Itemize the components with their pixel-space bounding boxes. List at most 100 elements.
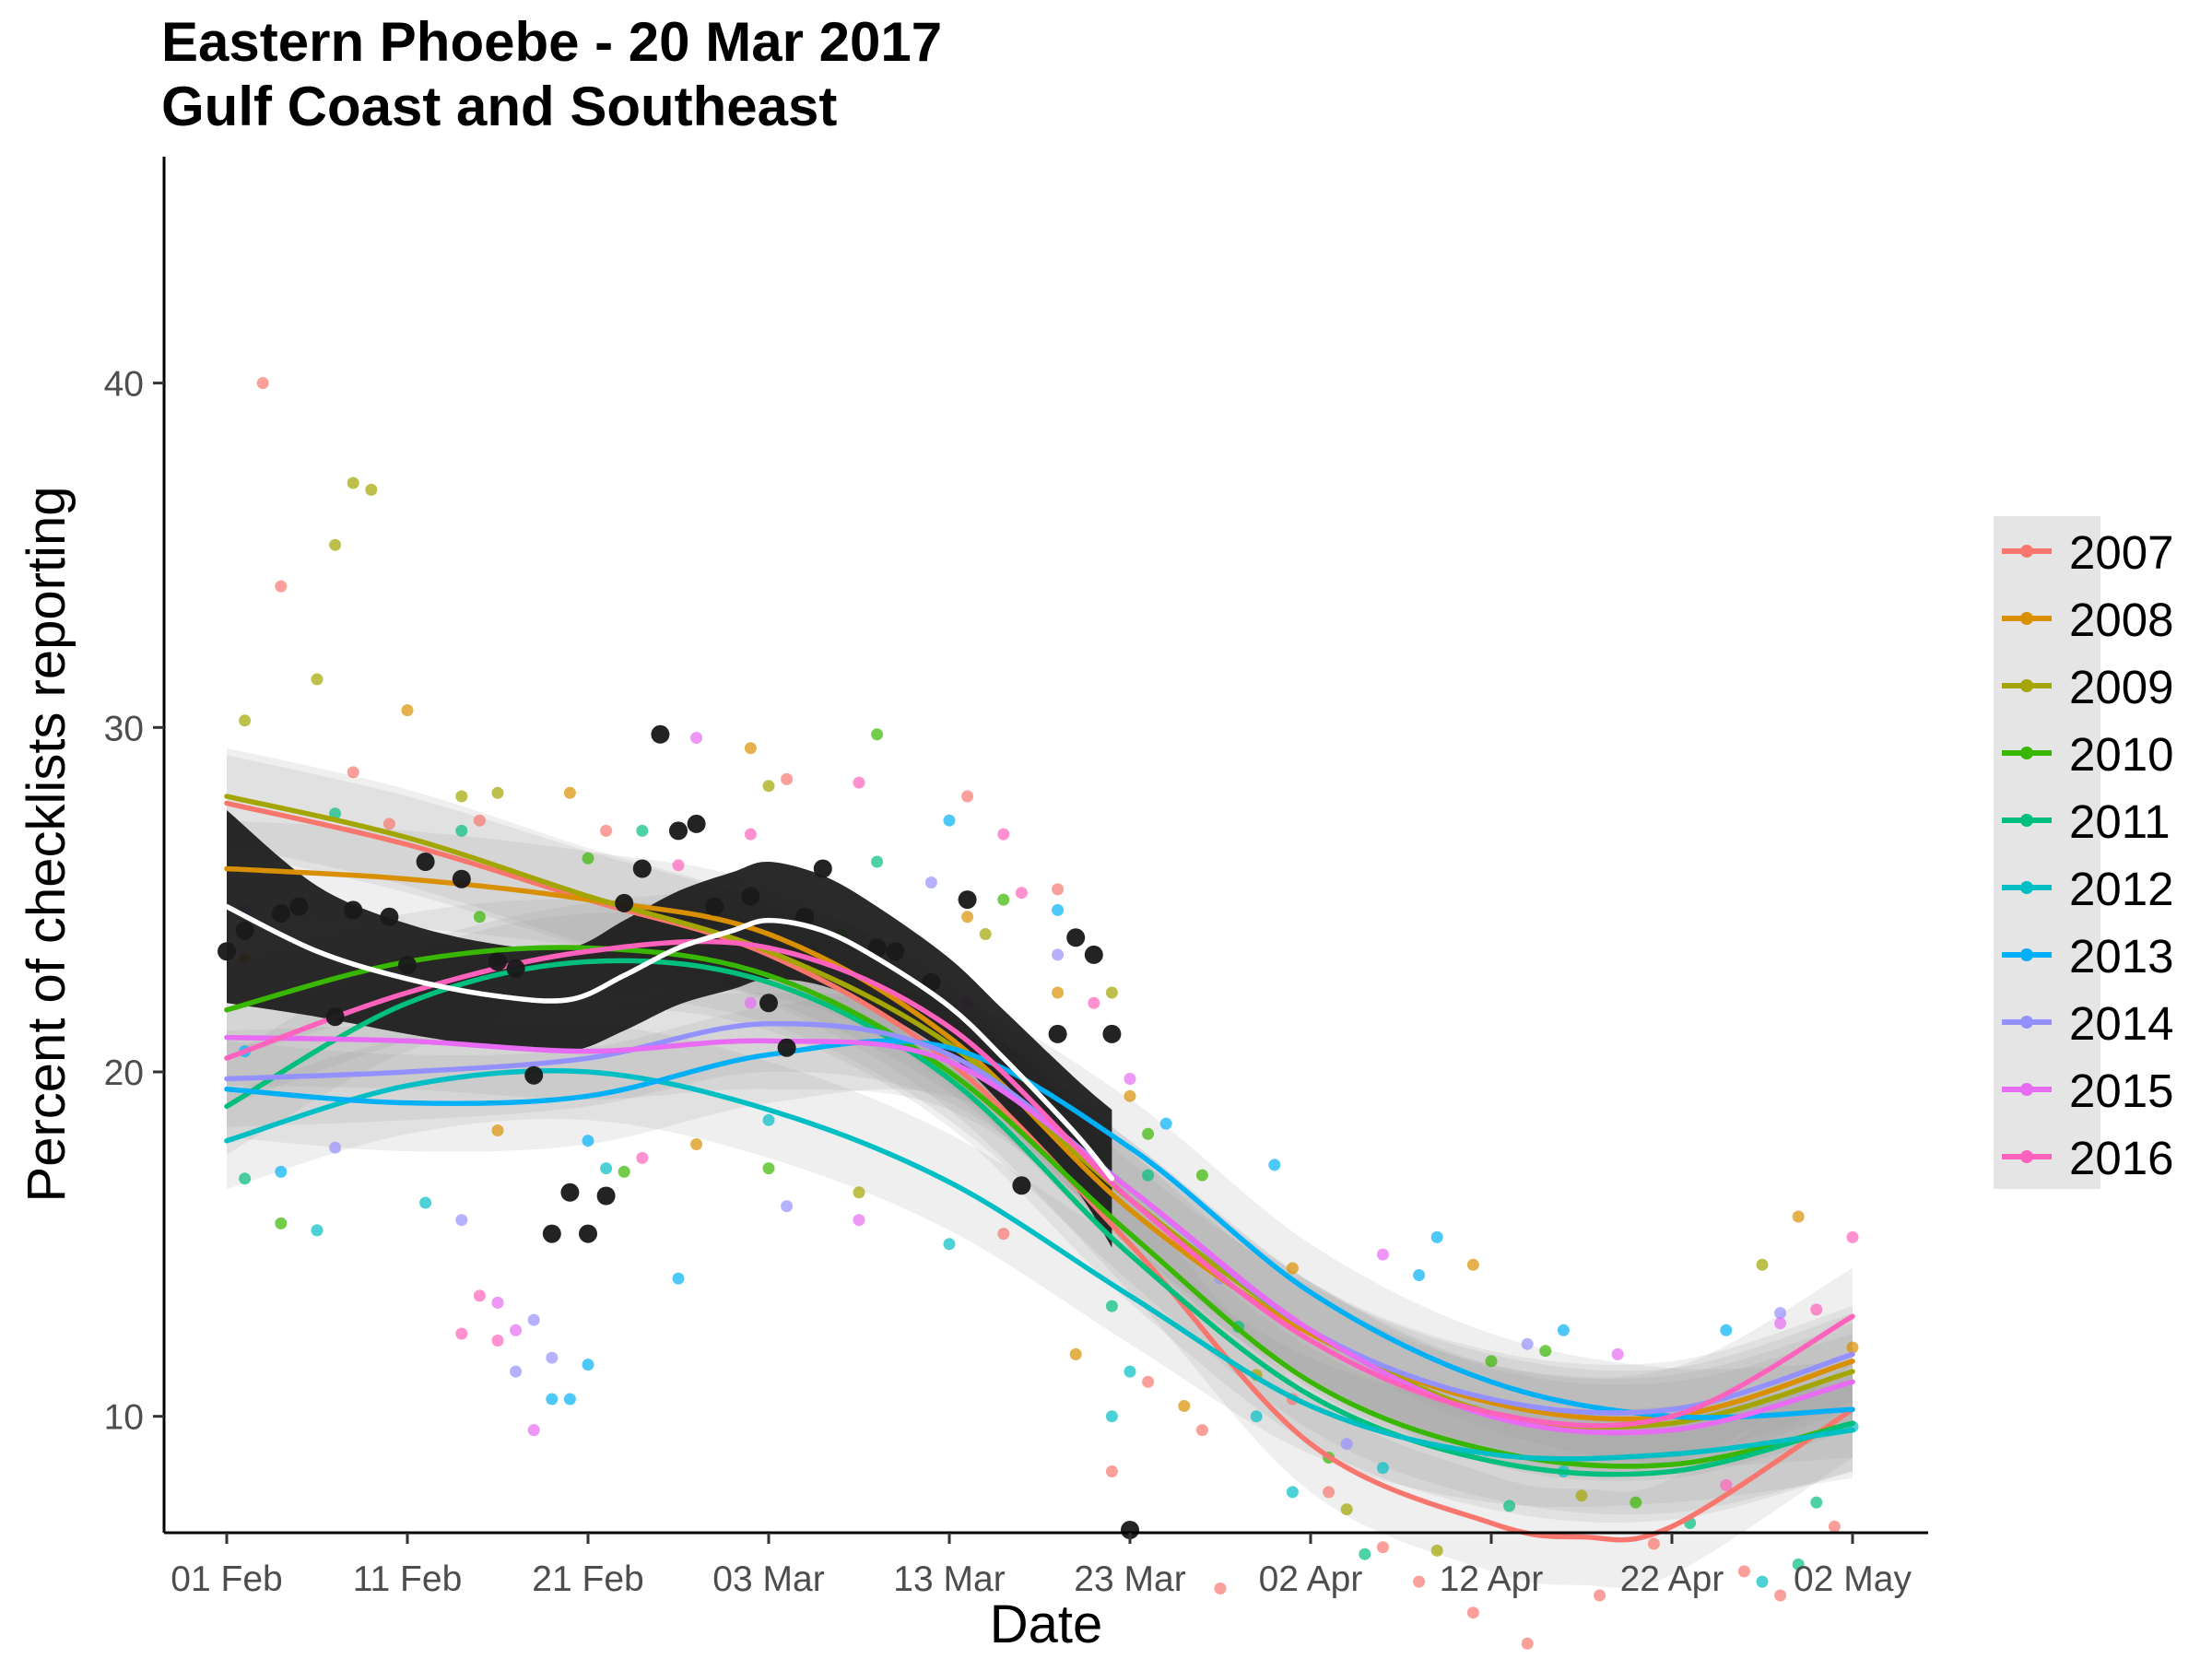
current-year-point	[560, 1182, 580, 1202]
point-2011	[871, 855, 884, 868]
point-2009	[329, 538, 342, 551]
point-2009	[979, 928, 992, 940]
point-2009	[347, 477, 359, 489]
point-2012	[1250, 1410, 1263, 1423]
point-2009	[1430, 1544, 1443, 1557]
smooth-line-2013	[224, 1038, 1855, 1420]
legend-dot-2015	[2020, 1083, 2033, 1096]
legend-label-2010: 2010	[2069, 728, 2173, 781]
point-2008	[1124, 1089, 1136, 1102]
legend-label-2014: 2014	[2069, 997, 2173, 1050]
point-2008	[491, 1124, 504, 1136]
point-2015	[744, 996, 757, 1009]
point-2011	[1503, 1500, 1516, 1512]
point-2014	[455, 1214, 468, 1227]
point-2013	[672, 1272, 685, 1285]
current-year-point	[1048, 1024, 1067, 1043]
point-2015	[1774, 1317, 1787, 1330]
point-2015	[491, 1296, 504, 1309]
point-2011	[1105, 1300, 1118, 1312]
legend-dot-2007	[2020, 545, 2033, 558]
point-2007	[1594, 1589, 1606, 1602]
point-2016	[473, 1289, 486, 1302]
point-2009	[365, 483, 378, 496]
point-2016	[455, 1327, 468, 1340]
current-year-confidence-band	[227, 810, 1112, 1248]
current-year-point	[344, 900, 363, 920]
x-tick-label: 02 May	[1794, 1559, 1912, 1599]
current-year-point	[886, 942, 905, 961]
x-tick-label: 11 Feb	[353, 1559, 463, 1599]
point-2007	[1214, 1583, 1227, 1594]
current-year-point	[958, 890, 977, 910]
legend-label-2009: 2009	[2069, 661, 2173, 713]
point-2009	[239, 714, 252, 727]
current-year-point	[687, 814, 706, 833]
point-2012	[1124, 1365, 1136, 1378]
point-2009	[455, 790, 468, 803]
x-axis-ticks: 01 Feb 11 Feb 21 Feb 03 Mar 13 Mar 23 Mar 02 A…	[171, 1533, 1912, 1599]
point-2008	[1052, 986, 1065, 999]
current-year-point	[271, 904, 290, 924]
current-year-point	[669, 821, 688, 841]
point-2008	[1286, 1262, 1299, 1275]
point-2010	[871, 728, 884, 741]
legend-label-2016: 2016	[2069, 1132, 2173, 1184]
point-2007	[961, 790, 974, 803]
point-2013	[275, 1165, 288, 1178]
point-2016	[997, 828, 1010, 841]
point-2010	[1142, 1127, 1155, 1140]
point-2007	[1774, 1589, 1787, 1602]
y-tick-label: 10	[104, 1398, 144, 1438]
point-2008	[1178, 1400, 1191, 1412]
point-2007	[600, 824, 613, 837]
point-2012	[943, 1238, 956, 1251]
x-tick-label: 12 Apr	[1440, 1559, 1544, 1599]
point-2009	[762, 780, 775, 793]
point-2012	[762, 1113, 775, 1126]
current-year-point	[1012, 1176, 1031, 1195]
point-2007	[1521, 1637, 1534, 1650]
legend-dot-2009	[2020, 679, 2033, 692]
y-tick-label: 20	[104, 1053, 144, 1093]
current-year-point	[777, 1038, 796, 1057]
point-2011	[455, 824, 468, 837]
current-year-point	[632, 859, 652, 878]
x-tick-label: 01 Feb	[171, 1559, 282, 1599]
smooth-line-2012	[224, 1067, 1855, 1462]
point-2015	[527, 1424, 540, 1437]
current-year-smooth-line	[224, 903, 1115, 1182]
current-year-point	[452, 869, 471, 888]
point-2013	[1413, 1269, 1426, 1281]
point-2007	[1376, 1541, 1389, 1554]
point-2016	[744, 828, 757, 841]
point-2012	[1756, 1575, 1769, 1588]
current-year-point	[741, 887, 760, 906]
point-2012	[419, 1196, 432, 1209]
legend-label-2007: 2007	[2069, 526, 2173, 579]
point-2012	[1105, 1410, 1118, 1423]
point-2015	[1376, 1248, 1389, 1261]
point-2015	[1124, 1073, 1136, 1085]
legend-dot-2012	[2020, 881, 2033, 894]
point-2016	[853, 776, 865, 789]
point-2016	[1015, 887, 1028, 900]
point-2013	[582, 1359, 594, 1371]
current-year-point	[542, 1224, 561, 1243]
x-axis-title: Date	[990, 1594, 1103, 1654]
point-2015	[1611, 1347, 1624, 1360]
band-2012	[227, 1022, 1853, 1508]
point-2008	[563, 786, 576, 799]
point-2007	[1105, 1465, 1118, 1477]
point-2007	[1052, 883, 1065, 896]
legend-label-2012: 2012	[2069, 863, 2173, 915]
smooth-lines	[224, 794, 1855, 1543]
point-2013	[1159, 1117, 1172, 1130]
smooth-line-2016	[224, 938, 1855, 1429]
point-2013	[1268, 1159, 1281, 1171]
band-2015	[227, 989, 1853, 1481]
point-2010	[275, 1217, 288, 1230]
point-2013	[563, 1393, 576, 1406]
